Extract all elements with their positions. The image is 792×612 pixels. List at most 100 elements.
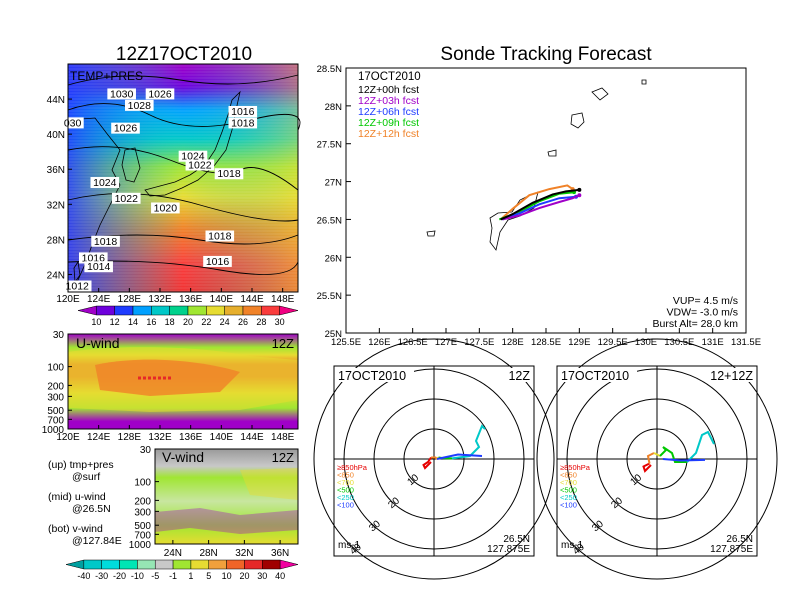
track-series-line [500, 184, 574, 221]
v-wind-y-tick: 700 [134, 530, 151, 541]
hodograph-date: 17OCT2010 [338, 369, 406, 383]
isobar-label: 1026 [145, 88, 175, 100]
hodograph-time: 12Z [508, 369, 530, 383]
map-lon-tick: 136E [179, 294, 203, 305]
isobar-label: 1012 [62, 280, 92, 292]
isobar-label-text: 1016 [231, 106, 255, 118]
isobar-label: 1018 [91, 235, 120, 248]
track-legend-entry: 12Z+06h fcst [358, 106, 419, 118]
wind-colorbar-label: -40 [77, 571, 90, 581]
wind-colorbar: -40 -30 -20 -10 -5 -1 1 5 10 20 30 40 [65, 559, 299, 581]
isobar-2 [67, 103, 301, 131]
track-lon-tick: 130E [635, 337, 657, 348]
temp-colorbar-label: 22 [201, 317, 211, 327]
track-lat-tick: 28N [325, 102, 343, 113]
wind-colorbar-swatch [262, 559, 281, 570]
isobar-label: 1018 [228, 117, 258, 129]
isobar-label-bg [91, 235, 120, 247]
hodograph-segment [659, 446, 687, 463]
map-lon-tick: 128E [118, 294, 142, 305]
wind-colorbar-swatch [137, 559, 156, 570]
wind-colorbar-label: -10 [131, 571, 144, 581]
isobar-label-bg [203, 255, 232, 267]
isobar-label-bg [228, 105, 258, 117]
temp-colorbar-swatch [132, 305, 152, 316]
temp-colorbar-label: 20 [183, 317, 193, 327]
track-lon-tick: 127E [435, 337, 457, 348]
isobar-label-text: 1018 [231, 117, 255, 129]
tracking-date: 17OCT2010 [358, 71, 421, 83]
map-lat-ticks: 44N 40N 36N 32N 28N 24N [47, 95, 72, 281]
map-lat-tick: 36N [47, 165, 65, 176]
hodograph-level-legend: <100 [560, 501, 577, 510]
isobar-label-bg [61, 117, 84, 129]
island-small-1 [570, 112, 585, 129]
panel-description-line: (mid) u-wind [48, 491, 106, 503]
temp-colorbar-label: 24 [220, 317, 230, 327]
hodograph-title-bg [559, 368, 637, 382]
track-lon-tick: 131.5E [731, 337, 761, 348]
temp-colorbar-swatch [96, 305, 115, 316]
temp-colorbar-label: 14 [128, 317, 138, 327]
map-hatch-lines [68, 65, 298, 292]
wind-colorbar-swatch [172, 559, 192, 570]
temp-colorbar-label: 28 [256, 317, 266, 327]
u-wind-x-tick: 140E [210, 432, 234, 443]
v-wind-shape-2 [240, 468, 298, 500]
track-stat: VDW= -3.0 m/s [667, 307, 738, 319]
temp-colorbar-swatch [169, 305, 189, 316]
temp-colorbar-label: 26 [238, 317, 248, 327]
v-wind-x-tick: 24N [164, 548, 182, 559]
track-lon-tick: 128E [502, 337, 524, 348]
isobar-label: 1028 [125, 99, 154, 112]
wind-colorbar-label: -5 [151, 571, 159, 581]
track-endpoint [577, 187, 582, 192]
hodograph-segment [422, 456, 432, 470]
isobar-label-bg [185, 159, 215, 171]
track-lon-tick: 129.5E [598, 337, 628, 348]
wind-colorbar-swatch [119, 559, 138, 570]
panel-description: (up) tmp+pres@surf (mid) u-wind@26.5N (bot… [48, 459, 122, 547]
track-lat-tick: 25.5N [317, 291, 342, 302]
isobar-4 [67, 193, 299, 222]
temp-colorbar-label: 18 [165, 317, 175, 327]
v-wind-shape-1 [155, 508, 298, 534]
isobar-label-bg [145, 88, 175, 100]
wind-colorbar-swatch [208, 559, 227, 570]
temp-colorbar: 10 12 14 16 18 20 22 24 26 28 30 [77, 305, 299, 327]
panel-description-line: (bot) v-wind [48, 523, 103, 535]
u-wind-y-tick: 30 [53, 330, 65, 341]
panel-description-line: @127.84E [72, 535, 122, 547]
u-wind-x-tick: 144E [240, 432, 264, 443]
track-lon-tick: 129E [568, 337, 590, 348]
isobar-label: 1022 [185, 159, 215, 171]
track-legend-entry: 12Z+00h fcst [358, 84, 419, 96]
track-series-line [501, 195, 577, 221]
track-lines [498, 184, 582, 221]
track-series-line [502, 194, 580, 221]
isobar-label-text: 1022 [115, 193, 139, 205]
coastline-taiwan [73, 260, 81, 284]
hodograph-ring [596, 398, 718, 520]
hodograph-unit: ms-1 [561, 540, 584, 551]
panel-description-line: @26.5N [72, 503, 111, 515]
isobar-label-bg [111, 192, 141, 204]
u-wind-time: 12Z [272, 336, 294, 351]
temp-colorbar-swatch [279, 305, 299, 316]
isobar-label: 1018 [214, 168, 244, 180]
isobar-label: 1022 [111, 192, 141, 205]
temp-colorbar-label: 12 [110, 317, 120, 327]
hodograph-level-legend: <700 [337, 478, 354, 487]
isobar-label-text: 1018 [208, 231, 232, 243]
u-wind-y-tick: 700 [47, 415, 64, 426]
hodograph-level-legend: <250 [560, 493, 577, 502]
isobar-label-text: 1018 [217, 168, 241, 180]
isobar-label-text: 1020 [154, 202, 178, 214]
isobar-label-text: 1026 [114, 123, 138, 135]
isobar-label-bg [107, 88, 136, 100]
map-lon-tick: 120E [56, 294, 80, 305]
map-lat-tick: 40N [47, 130, 65, 141]
